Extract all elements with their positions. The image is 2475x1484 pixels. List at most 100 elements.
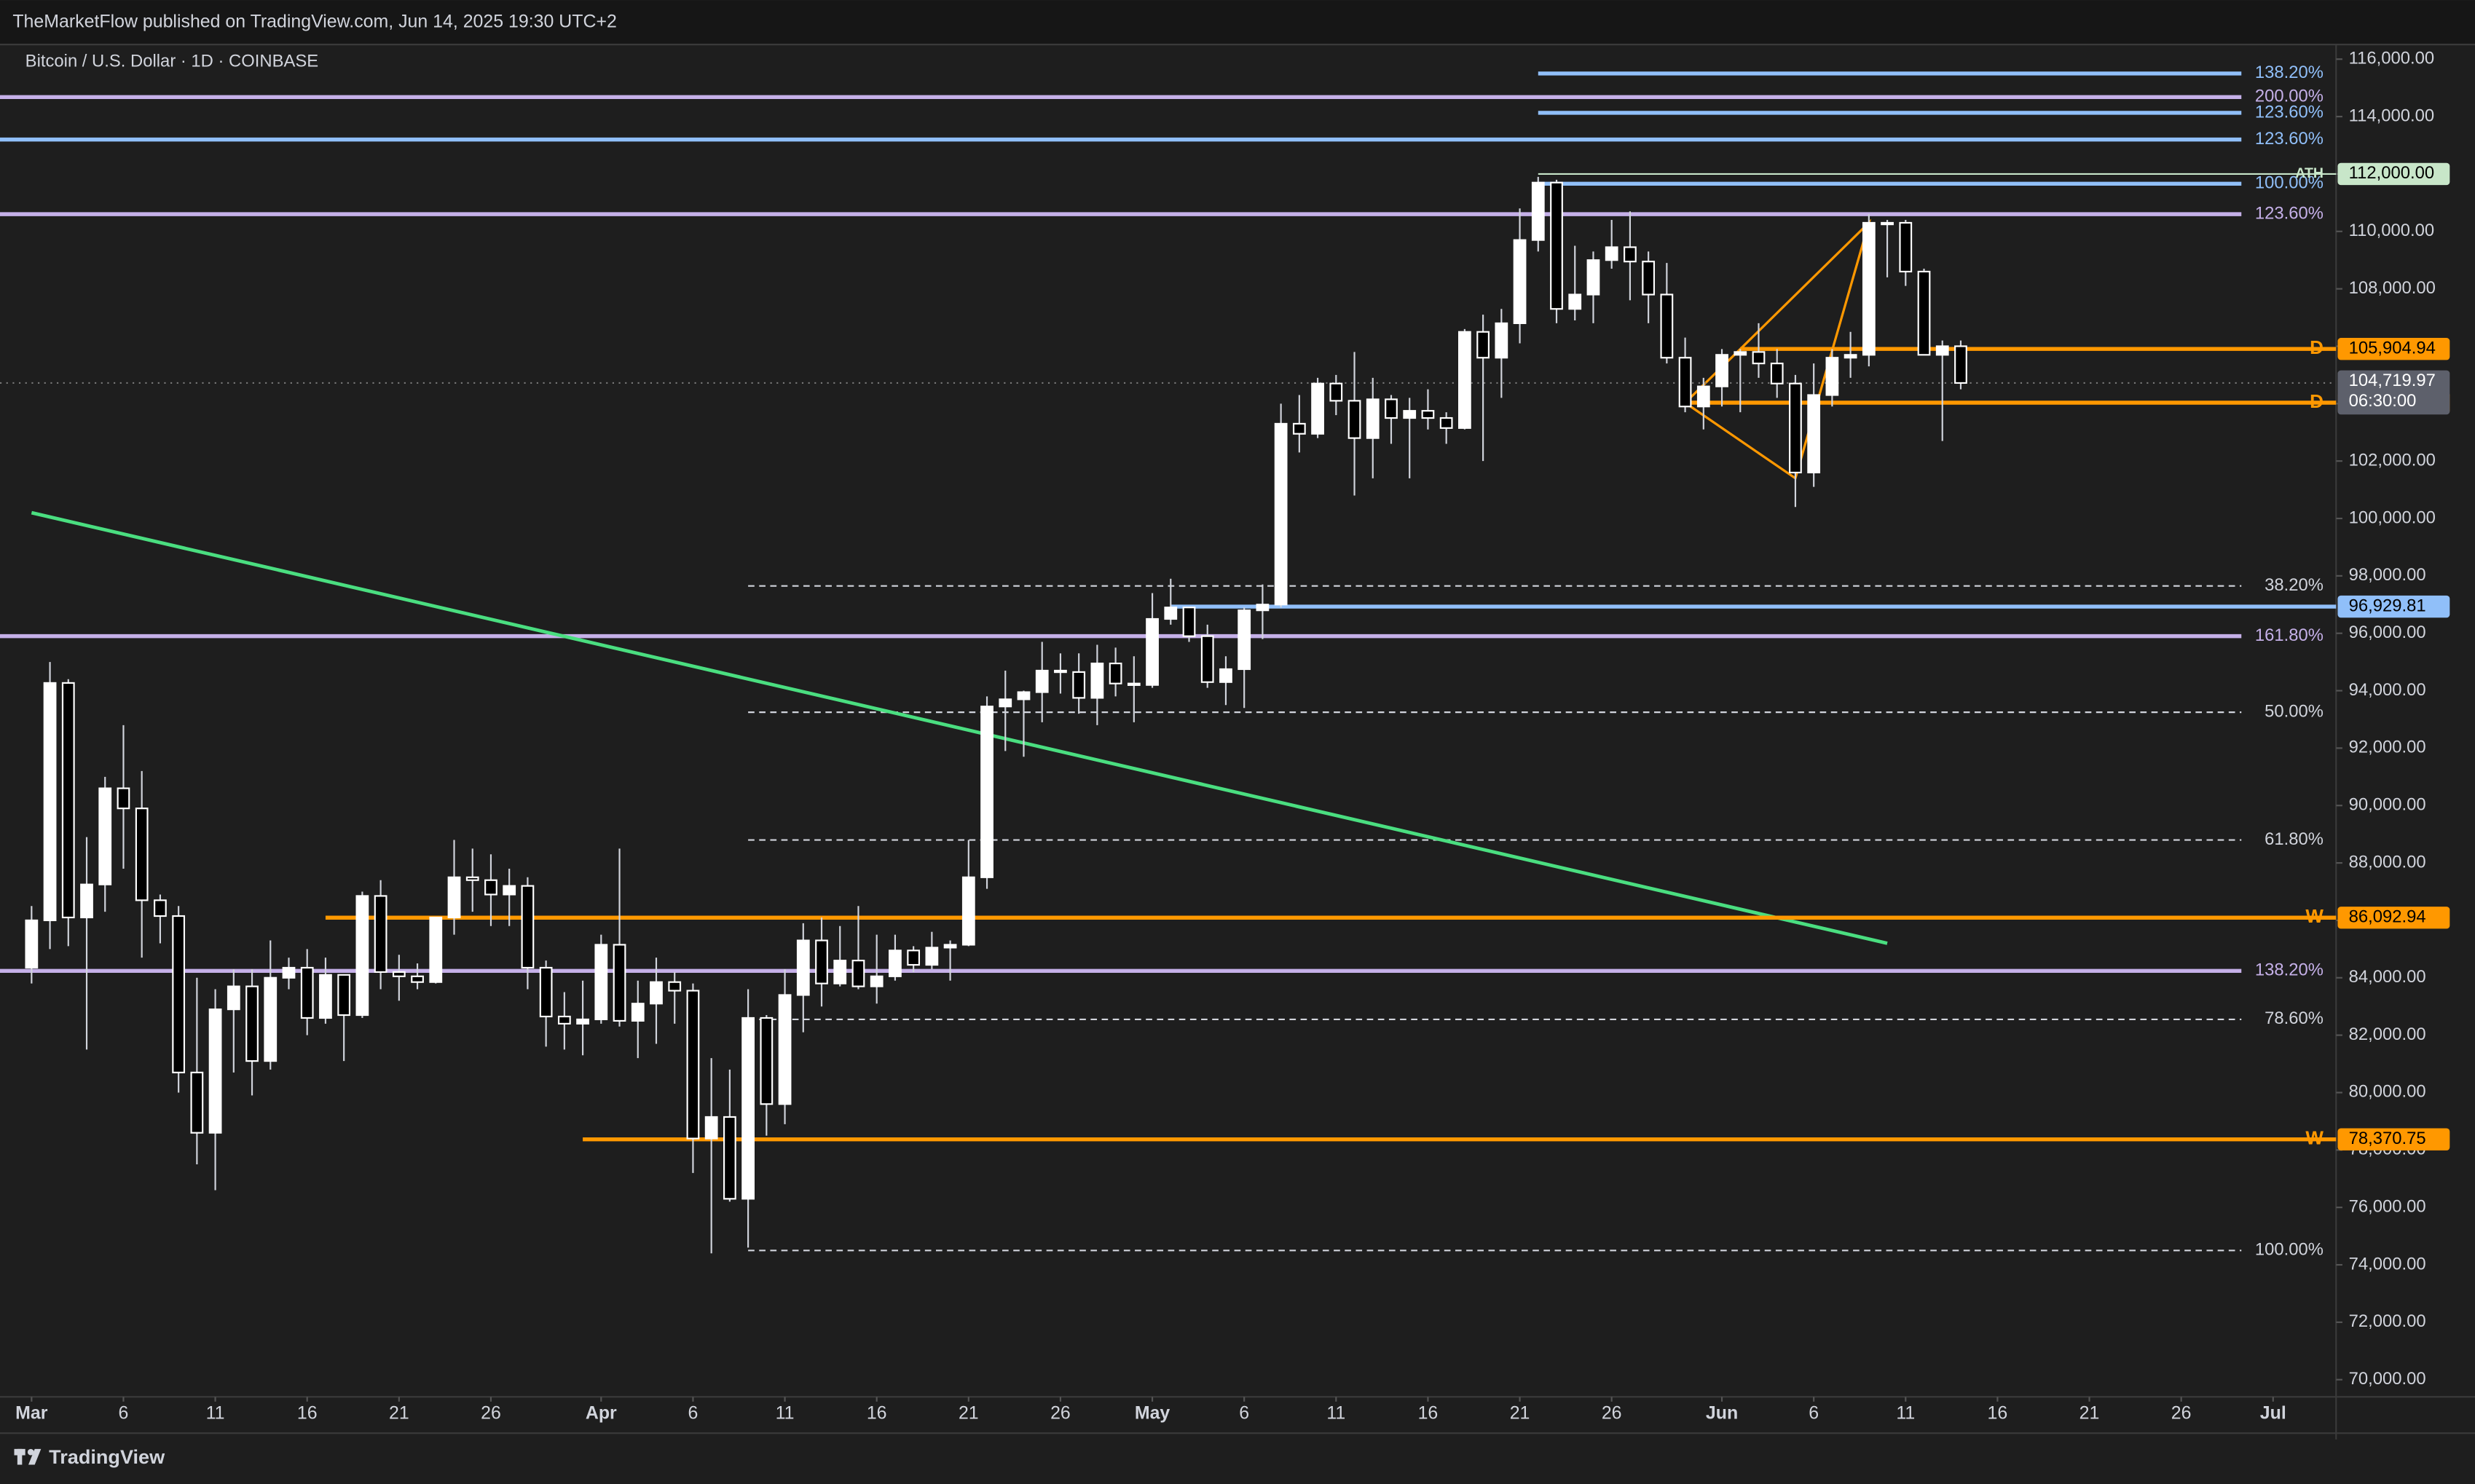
candle-body — [1550, 181, 1563, 310]
candle-body — [1605, 246, 1618, 261]
last-price-tag — [2337, 370, 2450, 415]
candle-body — [1807, 394, 1821, 474]
tag-marker: W — [2305, 905, 2323, 927]
candle-body — [337, 974, 351, 1017]
candle-body — [374, 895, 387, 973]
level-label: 138.20% — [2255, 63, 2323, 82]
y-tick-label: 88,000.00 — [2349, 852, 2426, 872]
candle-body — [1899, 221, 1913, 273]
x-tick-label: 6 — [688, 1403, 699, 1424]
candle-body — [668, 981, 682, 992]
candle-body — [870, 975, 884, 987]
candle-body — [1862, 221, 1876, 356]
tv-logo — [14, 1448, 42, 1465]
x-tick-label: 6 — [119, 1403, 129, 1424]
y-tick-label: 70,000.00 — [2349, 1369, 2426, 1389]
candle-body — [741, 1017, 755, 1200]
y-tick-label: 96,000.00 — [2349, 623, 2426, 642]
candle-body — [1017, 691, 1031, 700]
x-tick-label: 11 — [776, 1403, 795, 1424]
candle-body — [1568, 293, 1582, 310]
candle-body — [43, 682, 57, 922]
candle-body — [1164, 607, 1178, 620]
candle-body — [1347, 400, 1361, 439]
candle-body — [961, 876, 975, 946]
y-tick-label: 102,000.00 — [2349, 450, 2436, 470]
candle-body — [1954, 345, 1967, 384]
price-tag-label: 96,929.81 — [2349, 596, 2426, 615]
y-tick-label: 100,000.00 — [2349, 508, 2436, 527]
candle-body — [245, 985, 259, 1062]
candle-body — [943, 944, 957, 949]
level-label: 100.00% — [2255, 173, 2323, 193]
y-tick-label: 92,000.00 — [2349, 738, 2426, 757]
level-label: 123.60% — [2255, 102, 2323, 122]
candle-body — [135, 808, 149, 901]
candle-body — [833, 960, 847, 984]
candle-body — [117, 787, 130, 810]
candle-body — [355, 895, 369, 1017]
candle-body — [1366, 398, 1380, 439]
candle-body — [1403, 410, 1417, 419]
candle-body — [282, 966, 296, 979]
level-label: 38.20% — [2265, 575, 2323, 595]
candle-body — [1624, 246, 1637, 263]
y-tick-label: 116,000.00 — [2349, 49, 2435, 68]
candle-body — [1770, 363, 1784, 384]
level-label: 138.20% — [2255, 960, 2323, 980]
candle-body — [1917, 270, 1931, 356]
candle-body — [1458, 331, 1471, 429]
candle-body — [411, 975, 424, 983]
candle-body — [557, 1015, 571, 1025]
x-tick-label: 16 — [1988, 1403, 2008, 1424]
candle-body — [300, 966, 314, 1019]
candle-body — [1752, 351, 1766, 365]
chart-title: Bitcoin / U.S. Dollar · 1D · COINBASE — [25, 51, 319, 71]
candle-body — [392, 971, 406, 977]
y-tick-label: 80,000.00 — [2349, 1082, 2426, 1102]
candle-body — [907, 950, 921, 966]
candle-body — [576, 1018, 589, 1025]
x-tick-label: 21 — [2079, 1403, 2100, 1424]
candle-body — [1531, 181, 1545, 241]
candle-body — [465, 876, 479, 881]
candle-body — [1109, 663, 1122, 684]
candle-body — [208, 1009, 222, 1134]
candle-body — [1421, 410, 1435, 419]
x-tick-label: 16 — [1418, 1403, 1439, 1424]
level-label: 161.80% — [2255, 625, 2323, 645]
candle-body — [778, 994, 792, 1105]
candle-body — [25, 919, 39, 969]
candle-body — [227, 985, 240, 1011]
candle-body — [429, 916, 443, 983]
candle-body — [815, 939, 828, 984]
level-label: 50.00% — [2265, 701, 2323, 721]
candle-body — [1238, 609, 1251, 671]
candle-body — [154, 899, 167, 917]
countdown-label: 06:30:00 — [2349, 391, 2417, 411]
candle-body — [1219, 668, 1232, 683]
y-tick-label: 108,000.00 — [2349, 278, 2436, 298]
candle-body — [484, 879, 497, 896]
candle-body — [447, 876, 461, 919]
candle-body — [539, 966, 553, 1018]
tag-marker: ATH — [2295, 165, 2323, 181]
x-tick-label: 16 — [867, 1403, 887, 1424]
x-tick-label: 26 — [2171, 1403, 2192, 1424]
candle-body — [521, 885, 535, 969]
logo-part — [28, 1448, 42, 1465]
y-tick-label: 110,000.00 — [2349, 221, 2435, 240]
candle-body — [1513, 239, 1527, 325]
publisher: TheMarketFlow published on TradingView.c… — [12, 11, 617, 31]
candle-body — [1844, 354, 1857, 359]
x-tick-label: May — [1135, 1403, 1170, 1424]
y-tick-label: 94,000.00 — [2349, 680, 2426, 700]
x-tick-label: 6 — [1809, 1403, 1819, 1424]
candle-body — [1696, 385, 1710, 408]
level-label: 123.60% — [2255, 203, 2323, 223]
candle-body — [1660, 293, 1674, 359]
y-tick-label: 72,000.00 — [2349, 1311, 2426, 1331]
price-tag — [2337, 1128, 2450, 1151]
candle-body — [650, 981, 663, 1005]
price-tag — [2337, 338, 2450, 360]
